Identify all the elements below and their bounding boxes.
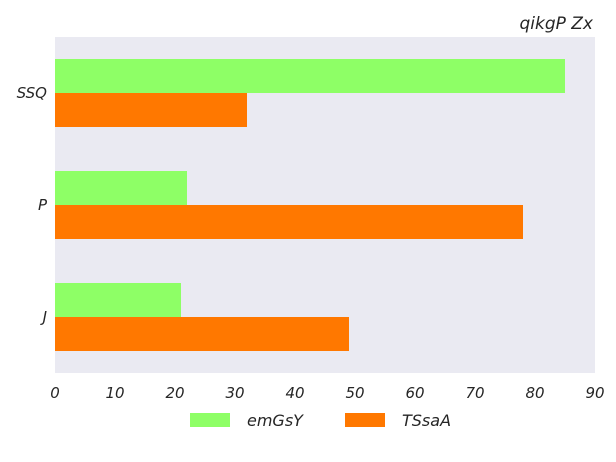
legend-swatch-emgsy bbox=[190, 413, 230, 427]
x-tick-label-0: 0 bbox=[50, 384, 60, 402]
chart-title: qikgP Zx bbox=[519, 14, 593, 34]
x-tick-label-90: 90 bbox=[585, 384, 604, 402]
x-tick-label-40: 40 bbox=[285, 384, 304, 402]
x-tick-label-10: 10 bbox=[105, 384, 124, 402]
bar-ssq-tssaa bbox=[55, 93, 247, 127]
bars-group bbox=[55, 59, 565, 351]
x-tick-labels: 0 10 20 30 40 50 60 70 80 90 bbox=[50, 384, 604, 402]
category-label-p: P bbox=[38, 196, 48, 214]
category-labels: SSQ P J bbox=[17, 84, 48, 326]
x-tick-label-20: 20 bbox=[165, 384, 184, 402]
x-tick-label-70: 70 bbox=[465, 384, 484, 402]
bar-ssq-emgsy bbox=[55, 59, 565, 93]
x-tick-label-60: 60 bbox=[405, 384, 424, 402]
x-tick-label-80: 80 bbox=[525, 384, 544, 402]
legend: emGsY TSsaA bbox=[190, 411, 451, 430]
legend-label-emgsy: emGsY bbox=[247, 411, 304, 430]
legend-label-tssaa: TSsaA bbox=[402, 411, 451, 430]
bar-j-emgsy bbox=[55, 283, 181, 317]
bar-p-tssaa bbox=[55, 205, 523, 239]
bar-j-tssaa bbox=[55, 317, 349, 351]
x-tick-label-50: 50 bbox=[345, 384, 364, 402]
category-label-j: J bbox=[40, 308, 47, 326]
legend-swatch-tssaa bbox=[345, 413, 385, 427]
category-label-ssq: SSQ bbox=[17, 84, 48, 102]
bar-p-emgsy bbox=[55, 171, 187, 205]
x-tick-label-30: 30 bbox=[225, 384, 244, 402]
